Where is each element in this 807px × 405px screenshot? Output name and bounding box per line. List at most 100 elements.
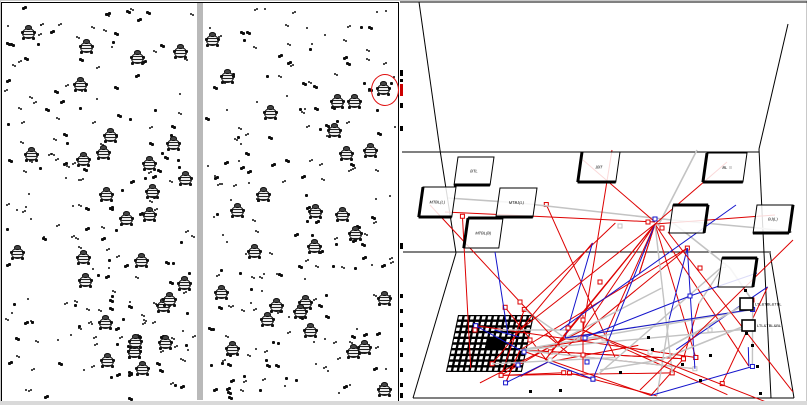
wall-panel-box: MTBJ(L) <box>495 187 538 219</box>
agent-bug-icon <box>166 135 182 151</box>
particle-dot <box>224 82 227 85</box>
particle-dot <box>266 350 269 353</box>
particle-dot <box>320 249 324 253</box>
particle-dot <box>222 233 225 236</box>
particle-dot <box>348 341 351 344</box>
agent-bug-icon <box>178 170 194 186</box>
particle-dot <box>226 108 229 111</box>
particle-dot <box>148 142 152 146</box>
particle-dot <box>24 6 28 10</box>
clipped-edge-tick <box>400 243 403 249</box>
network-node-blue <box>687 293 693 299</box>
particle-dot <box>110 295 114 299</box>
particle-dot <box>345 40 348 43</box>
network-edge-red <box>501 372 673 376</box>
particle-dot <box>232 184 235 187</box>
particle-dot <box>54 159 57 162</box>
network-node-blue <box>749 363 755 369</box>
clipped-edge-tick <box>400 383 403 387</box>
network-3d-view[interactable]: BTL JBT BL MTBL(L) MTBJ(L) MTBL(B) BJ(L) LTL&TB… <box>400 0 807 405</box>
particle-dot <box>280 273 284 277</box>
particle-dot <box>208 327 212 331</box>
particle-dot <box>335 243 339 247</box>
particle-dot <box>251 218 254 221</box>
particle-dot <box>79 327 82 330</box>
particle-dot <box>346 25 349 28</box>
network-edge-gray <box>519 349 695 370</box>
particle-dot <box>374 198 377 201</box>
particle-dot <box>20 107 23 110</box>
particle-dot <box>173 346 176 349</box>
particle-dot <box>115 256 118 259</box>
particle-dot <box>171 336 174 339</box>
agent-field-view[interactable] <box>0 0 400 405</box>
network-node-black <box>647 336 650 339</box>
particle-dot <box>303 278 306 281</box>
particle-dot <box>245 134 248 137</box>
particle-dot <box>217 274 220 277</box>
wall-panel-label: MTBJ(L) <box>508 200 525 205</box>
network-node-red <box>527 337 533 343</box>
particle-dot <box>111 307 115 311</box>
particle-dot <box>39 166 43 170</box>
particle-dot <box>111 46 114 49</box>
particle-dot <box>293 233 297 237</box>
particle-dot <box>253 8 256 11</box>
particle-dot <box>245 379 248 382</box>
particle-dot <box>213 175 216 178</box>
agent-bug-icon <box>246 243 262 259</box>
particle-dot <box>78 107 82 111</box>
agent-bug-icon <box>23 146 39 162</box>
network-node-red <box>659 225 665 231</box>
particle-dot <box>6 122 10 126</box>
particle-dot <box>226 388 230 392</box>
network-edge-red <box>569 372 658 397</box>
particle-dot <box>352 335 356 339</box>
particle-dot <box>8 263 12 267</box>
particle-dot <box>182 359 185 362</box>
room-wireframe-line <box>758 23 789 150</box>
network-node-red <box>459 213 465 219</box>
particle-dot <box>291 64 294 67</box>
agent-bug-icon <box>303 323 319 339</box>
particle-dot <box>311 234 315 238</box>
particle-dot <box>206 165 209 168</box>
particle-dot <box>300 317 304 321</box>
network-node-black <box>529 390 532 393</box>
particle-dot <box>284 158 288 162</box>
agent-bug-icon <box>75 151 91 167</box>
particle-dot <box>143 60 147 64</box>
agent-bug-icon <box>214 284 230 300</box>
clipped-edge-tick <box>400 70 403 76</box>
small-node-label: LTL&TBL&BL <box>757 323 782 328</box>
particle-dot <box>216 176 220 180</box>
particle-dot <box>261 378 264 381</box>
particle-dot <box>184 291 187 294</box>
agent-bug-icon <box>326 122 342 138</box>
particle-dot <box>246 31 250 35</box>
particle-dot <box>90 366 93 369</box>
clipped-edge-tick <box>400 338 403 342</box>
particle-dot <box>8 202 11 205</box>
particle-dot <box>310 43 313 46</box>
agent-bug-icon <box>339 145 355 161</box>
wall-panel-box: MTBL(B) <box>462 216 504 249</box>
particle-dot <box>38 33 41 36</box>
particle-dot <box>375 294 378 297</box>
particle-dot <box>304 194 308 198</box>
particle-dot <box>218 183 221 186</box>
particle-dot <box>243 310 246 313</box>
particle-dot <box>285 376 289 380</box>
particle-dot <box>236 136 240 140</box>
particle-dot <box>242 165 246 169</box>
particle-dot <box>7 78 11 82</box>
particle-dot <box>388 257 391 260</box>
particle-dot <box>130 180 134 184</box>
network-node-blue <box>521 349 527 355</box>
particle-dot <box>248 182 251 185</box>
particle-dot <box>277 75 280 78</box>
network-edge-blue <box>582 295 691 339</box>
particle-dot <box>289 331 292 334</box>
particle-dot <box>323 366 326 369</box>
particle-dot <box>131 9 134 12</box>
